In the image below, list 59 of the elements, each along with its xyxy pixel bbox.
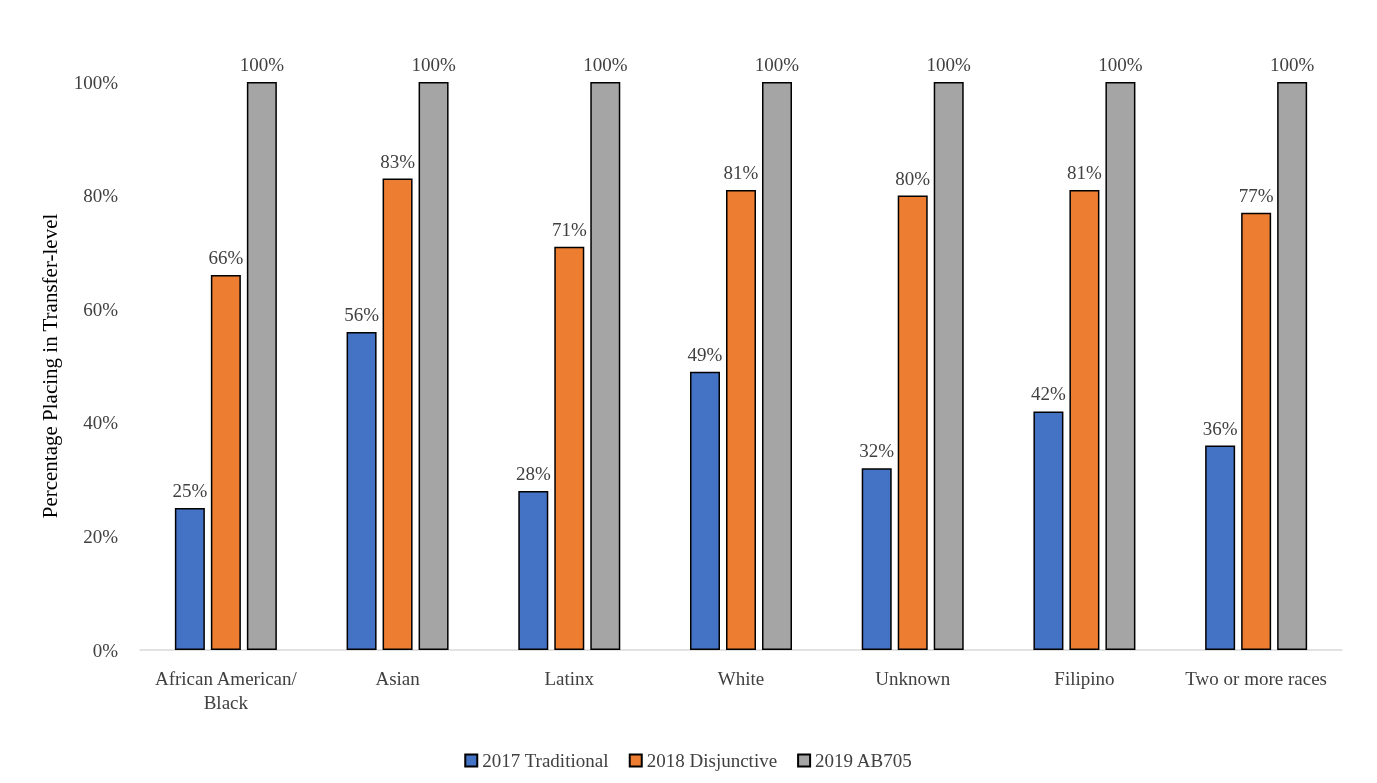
data-label: 100%	[239, 54, 285, 75]
bar	[897, 195, 928, 650]
x-tick-label: White	[717, 667, 765, 689]
data-label: 28%	[515, 462, 551, 484]
data-label: 32%	[859, 440, 895, 462]
data-label: 49%	[687, 343, 723, 365]
data-label: 100%	[926, 54, 972, 75]
y-tick-label: 40%	[83, 412, 119, 434]
y-tick-label: 80%	[83, 185, 119, 207]
bar	[590, 82, 621, 650]
data-label: 81%	[1067, 161, 1103, 183]
bar	[346, 331, 377, 650]
data-label: 100%	[754, 54, 800, 75]
bar	[726, 189, 756, 650]
bar	[210, 275, 241, 650]
bar	[762, 82, 792, 650]
data-label: 36%	[1202, 417, 1238, 439]
bar	[554, 246, 585, 650]
bar	[1241, 212, 1272, 650]
data-label: 71%	[551, 218, 587, 240]
bar	[518, 490, 549, 650]
x-tick-label: Unknown	[875, 667, 951, 689]
legend-label: 2018 Disjunctive	[646, 750, 778, 771]
bar	[933, 82, 964, 650]
legend-label: 2017 Traditional	[482, 750, 609, 771]
data-label: 100%	[583, 54, 628, 75]
data-label: 25%	[172, 480, 208, 501]
bar	[1105, 82, 1136, 650]
data-label: 100%	[1098, 54, 1143, 75]
x-tick-label: African American/Black	[154, 667, 298, 713]
data-label: 83%	[380, 150, 416, 172]
bar	[690, 371, 720, 650]
bar	[418, 82, 449, 650]
data-label: 80%	[895, 167, 931, 189]
bar	[246, 82, 277, 650]
x-tick-label: Two or more races	[1185, 667, 1327, 689]
data-label: 66%	[208, 247, 244, 269]
legend-label: 2019 AB705	[815, 750, 912, 771]
bar	[1033, 411, 1064, 650]
data-label: 42%	[1031, 383, 1067, 405]
data-label: 77%	[1238, 184, 1274, 206]
y-tick-label: 100%	[73, 71, 119, 93]
data-label: 81%	[723, 161, 759, 183]
y-tick-label: 0%	[92, 639, 119, 661]
x-tick-label: Latinx	[544, 667, 595, 689]
bar	[1277, 82, 1308, 650]
bar	[1069, 189, 1100, 650]
y-tick-label: 20%	[83, 525, 119, 547]
x-tick-label: Filipino	[1054, 667, 1115, 689]
bar	[382, 178, 413, 650]
y-tick-label: 60%	[83, 298, 119, 320]
bar	[861, 468, 892, 650]
data-label: 100%	[411, 54, 456, 75]
data-label: 100%	[1269, 54, 1315, 75]
y-axis-title: Percentage Placing in Transfer-level	[37, 213, 62, 519]
x-tick-label: Asian	[375, 667, 421, 689]
data-label: 56%	[344, 303, 380, 325]
bar	[1205, 445, 1236, 650]
bar	[174, 508, 205, 650]
